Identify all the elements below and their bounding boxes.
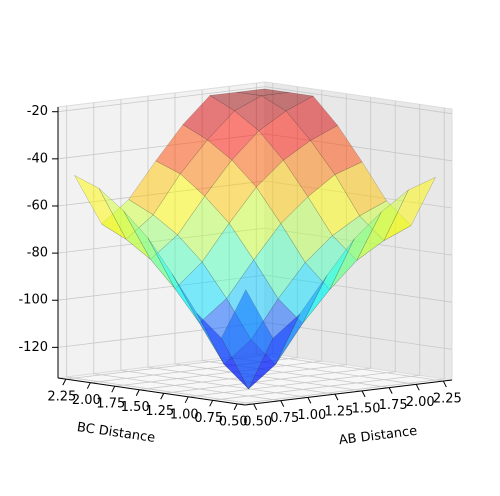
- tick-mark: [62, 378, 67, 386]
- axes: -120-100-80-60-40-200.500.751.001.251.50…: [18, 104, 461, 448]
- y-tick-label: 0.50: [219, 414, 248, 429]
- z-tick-label: -100: [18, 293, 48, 308]
- tick-mark: [253, 403, 258, 411]
- x-tick-label: 2.00: [406, 395, 435, 410]
- tick-mark: [233, 403, 238, 411]
- tick-mark: [334, 393, 339, 401]
- grid-line: [66, 106, 254, 405]
- z-tick-label: -60: [27, 198, 48, 213]
- y-tick-label: 2.00: [72, 393, 101, 408]
- x-tick-label: 0.75: [270, 411, 299, 426]
- x-tick-label: 1.75: [379, 398, 408, 413]
- tick-mark: [86, 382, 91, 389]
- x-tick-label: 1.00: [297, 408, 326, 423]
- y-axis: [57, 377, 246, 406]
- x-tick-label: 2.25: [433, 392, 462, 407]
- z-tick-label: -120: [18, 340, 48, 355]
- x-tick-label: 1.25: [324, 405, 353, 420]
- tick-mark: [184, 396, 189, 404]
- z-tick-label: -40: [27, 151, 48, 166]
- x-tick-label: 1.50: [352, 401, 381, 416]
- x-axis: [244, 379, 453, 406]
- x-axis-label: AB Distance: [338, 424, 418, 448]
- tick-mark: [209, 400, 214, 407]
- y-axis-label: BC Distance: [76, 420, 156, 446]
- surface-patch: [221, 289, 274, 390]
- tick-mark: [280, 400, 285, 407]
- tick-mark: [415, 384, 420, 391]
- grid-line: [188, 100, 396, 398]
- tick-mark: [442, 380, 447, 388]
- y-tick-label: 1.25: [145, 404, 174, 419]
- y-tick-label: 1.75: [96, 397, 125, 412]
- y-tick-label: 1.00: [170, 407, 199, 422]
- tick-mark: [160, 393, 165, 400]
- tick-mark: [361, 390, 366, 398]
- tick-mark: [388, 387, 393, 394]
- y-tick-label: 0.75: [194, 411, 223, 426]
- x-tick-label: 0.50: [243, 414, 272, 429]
- grid-line: [120, 99, 308, 398]
- y-tick-label: 1.50: [121, 400, 150, 415]
- tick-mark: [111, 385, 116, 393]
- tick-mark: [307, 397, 312, 404]
- y-tick-label: 2.25: [47, 390, 76, 405]
- z-tick-label: -20: [27, 104, 48, 119]
- grid-line: [57, 86, 453, 115]
- z-tick-label: -80: [27, 246, 48, 261]
- surface: [74, 88, 436, 390]
- tick-mark: [135, 389, 140, 396]
- grid-line: [237, 107, 445, 405]
